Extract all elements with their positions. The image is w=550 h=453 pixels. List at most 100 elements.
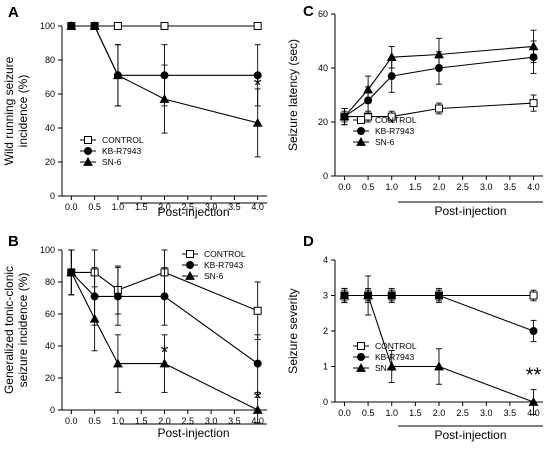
y-tick-label: 0 (323, 397, 328, 407)
data-point (528, 396, 539, 406)
data-point (387, 291, 396, 300)
y-tick-label: 0 (50, 191, 55, 201)
legend-label: SN-6 (375, 137, 395, 147)
y-tick-label: 0 (50, 405, 55, 415)
panel-letter: C (303, 3, 314, 20)
data-point (386, 52, 397, 62)
x-tick-label: 1.5 (135, 416, 148, 426)
data-point (434, 361, 444, 371)
x-tick-label: 1.0 (112, 202, 125, 212)
y-tick-label: 80 (45, 55, 55, 65)
x-tick-label: 3.5 (228, 202, 241, 212)
data-point (89, 313, 100, 323)
data-point (89, 20, 100, 30)
y-tick-label: 60 (45, 89, 55, 99)
y-axis-title: Generalized tonic-clonic (2, 266, 16, 394)
y-tick-label: 20 (318, 117, 328, 127)
data-point (253, 71, 262, 80)
legend-marker (186, 250, 194, 258)
y-axis-title: Wild running seizure (2, 56, 16, 165)
x-tick-label: 0.0 (338, 182, 351, 192)
y-tick-label: 40 (318, 63, 328, 73)
significance-marker: ** (526, 365, 542, 387)
x-tick-label: 2.0 (158, 202, 171, 212)
legend-label: KB-R7943 (204, 260, 243, 270)
data-point (386, 361, 397, 371)
x-tick-label: 2.5 (182, 416, 195, 426)
legend-label: KB-R7943 (375, 352, 414, 362)
y-tick-label: 4 (323, 255, 328, 265)
legend-label: SN-6 (102, 157, 122, 167)
data-point (113, 22, 122, 30)
series-sn-6 (66, 20, 263, 158)
y-tick-label: 2 (323, 326, 328, 336)
x-tick-label: 0.5 (362, 408, 375, 418)
data-point (339, 111, 350, 121)
x-tick-label: 2.0 (433, 182, 446, 192)
y-tick-label: 20 (45, 373, 55, 383)
x-axis-title: Post-injection (157, 426, 229, 440)
x-tick-label: 3.0 (480, 182, 493, 192)
data-point (160, 292, 169, 301)
data-point (252, 117, 263, 127)
x-tick-label: 2.0 (433, 408, 446, 418)
x-tick-label: 3.0 (205, 416, 218, 426)
panel-letter: B (8, 233, 19, 250)
x-tick-label: 1.0 (385, 408, 398, 418)
y-tick-label: 100 (40, 245, 55, 255)
x-tick-label: 2.5 (456, 408, 469, 418)
x-tick-label: 1.5 (409, 408, 422, 418)
x-tick-label: 4.0 (527, 182, 540, 192)
data-point (253, 359, 262, 368)
legend-marker (356, 362, 366, 372)
data-point (529, 99, 538, 108)
legend-label: KB-R7943 (102, 146, 141, 156)
x-tick-label: 2.5 (456, 182, 469, 192)
legend-marker (83, 156, 93, 166)
x-tick-label: 3.0 (205, 202, 218, 212)
legend-marker (185, 270, 195, 280)
y-axis-title: Seizure severity (286, 288, 300, 373)
x-tick-label: 1.5 (409, 182, 422, 192)
panel-c: C 0 20 40 60 0.0 0.5 1.0 1.5 2.0 2.5 3.0 3.5 4.0 Post-… (286, 3, 543, 218)
legend-label: CONTROL (102, 135, 144, 145)
data-point (159, 94, 170, 103)
legend-marker (357, 116, 365, 124)
data-point (363, 84, 374, 94)
x-tick-label: 1.0 (112, 416, 125, 426)
significance-marker: * (161, 342, 169, 364)
y-tick-label: 40 (45, 123, 55, 133)
data-point (387, 112, 396, 121)
series-sn-6 (66, 249, 263, 424)
legend-label: SN-6 (375, 363, 395, 373)
legend-marker (356, 127, 365, 136)
x-tick-label: 3.0 (480, 408, 493, 418)
x-axis-title: Post-injection (434, 204, 506, 218)
x-tick-label: 2.5 (182, 202, 195, 212)
data-point (435, 104, 443, 113)
data-point (387, 72, 396, 81)
data-point (113, 292, 122, 301)
x-tick-label: 3.5 (504, 408, 517, 418)
y-axis-title: incidence (%) (16, 75, 30, 148)
significance-marker: * (254, 388, 262, 410)
data-point (528, 41, 539, 51)
y-tick-label: 40 (45, 341, 55, 351)
legend-marker (356, 352, 365, 361)
legend-label: CONTROL (204, 249, 246, 259)
data-point (434, 49, 444, 59)
y-tick-label: 20 (45, 157, 55, 167)
x-tick-label: 0.5 (362, 182, 375, 192)
data-point (529, 291, 538, 300)
data-point (159, 358, 170, 368)
data-point (529, 326, 538, 335)
data-point (253, 306, 262, 315)
data-point (66, 20, 77, 30)
